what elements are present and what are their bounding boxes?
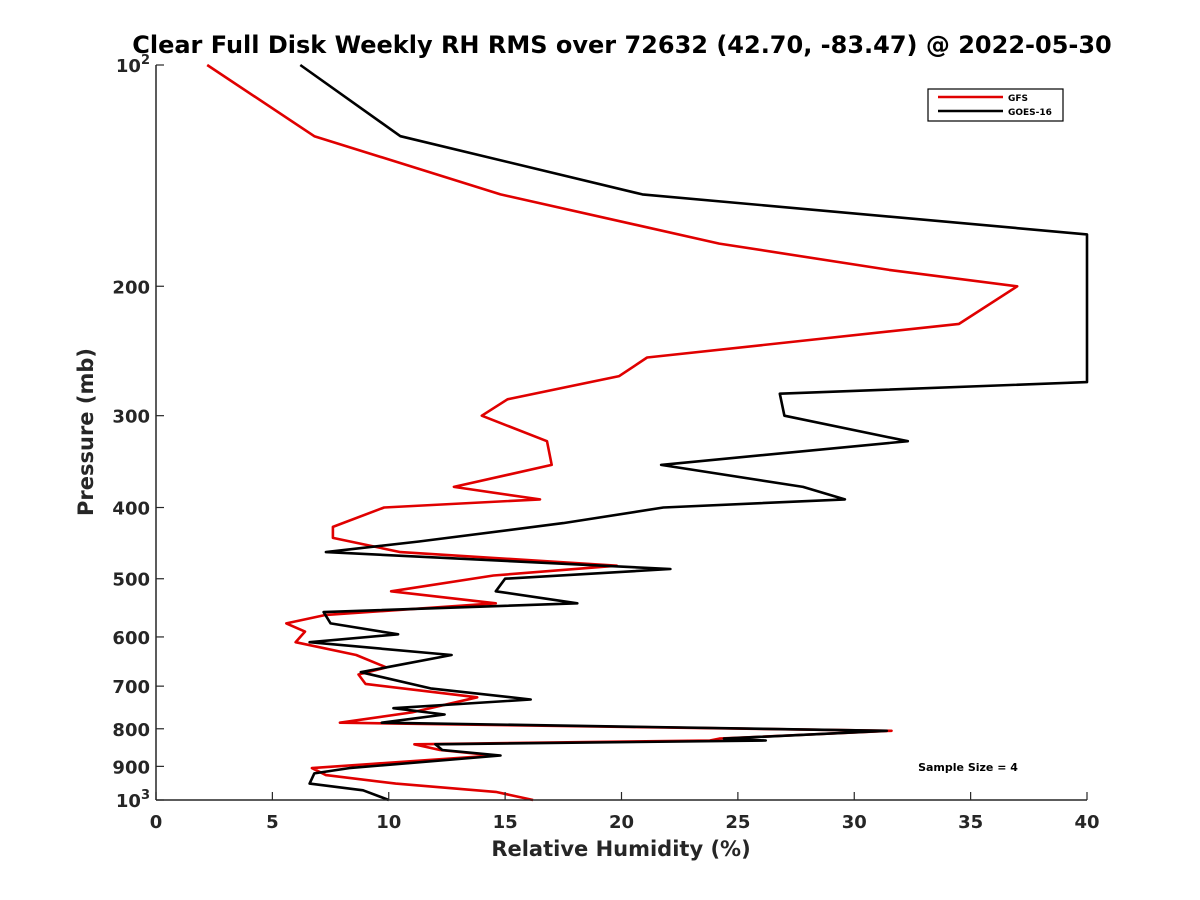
x-tick-label: 35 [958,812,983,833]
x-tick-label: 25 [725,812,750,833]
legend-label-gfs: GFS [1008,94,1028,104]
legend: GFS GOES-16 [927,88,1064,122]
y-axis-label: Pressure (mb) [74,348,98,516]
legend-box [927,88,1064,122]
legend-label-goes16: GOES-16 [1008,108,1052,118]
x-tick-label: 40 [1074,812,1099,833]
plot-lines [206,63,1089,802]
x-ticks: 0 5 10 15 20 25 30 35 40 [150,792,1100,833]
y-tick-label: 800 [112,720,150,741]
x-tick-label: 5 [266,812,279,833]
y-tick-label: 400 [112,499,150,520]
y-ticks: 102 200 300 400 500 600 700 800 900 103 [112,53,164,812]
x-tick-label: 0 [150,812,163,833]
x-tick-label: 10 [376,812,401,833]
x-tick-label: 30 [842,812,867,833]
x-tick-label: 20 [609,812,634,833]
y-tick-label: 700 [112,677,150,698]
y-tick-label: 200 [112,277,150,298]
y-tick-label: 500 [112,570,150,591]
y-tick-label: 900 [112,757,150,778]
sample-size-annotation: Sample Size = 4 [918,761,1018,774]
x-axis-label: Relative Humidity (%) [491,837,750,861]
y-tick-label: 600 [112,628,150,649]
y-tick-label: 102 [116,53,150,77]
x-tick-label: 15 [493,812,518,833]
chart-title: Clear Full Disk Weekly RH RMS over 72632… [132,31,1112,59]
series-line-goes16 [299,63,1089,802]
y-tick-label: 300 [112,407,150,428]
y-tick-label: 103 [116,788,150,812]
